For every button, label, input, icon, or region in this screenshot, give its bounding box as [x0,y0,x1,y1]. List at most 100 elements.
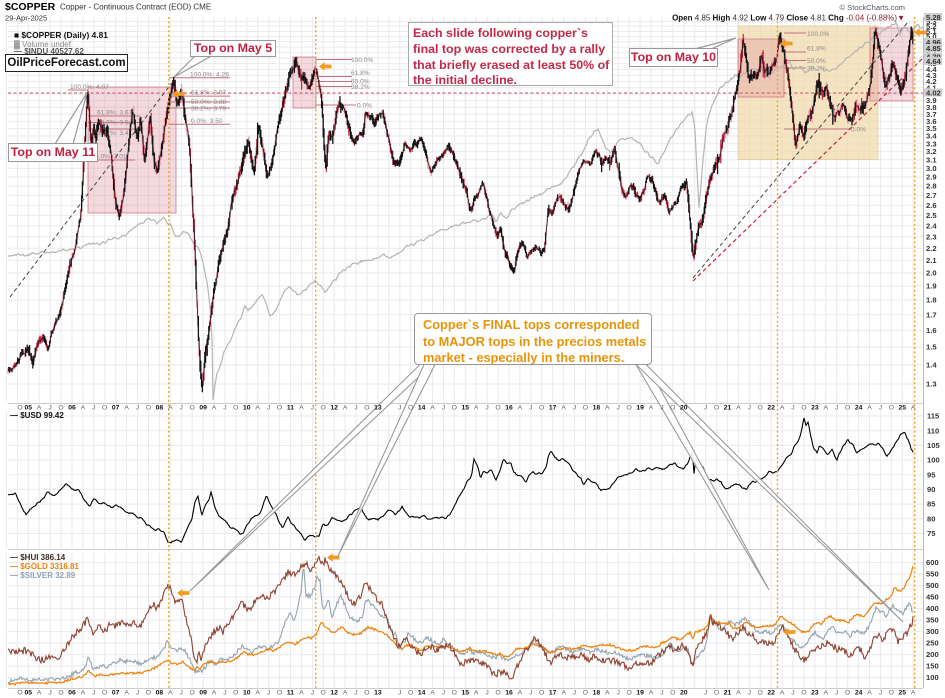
svg-text:4.02: 4.02 [926,89,941,98]
svg-text:300: 300 [926,627,939,636]
svg-text:A: A [212,405,217,412]
svg-text:O: O [845,405,850,412]
svg-text:O: O [321,690,326,697]
svg-text:38.2%: 38.2% [351,84,370,91]
svg-text:4.3: 4.3 [926,71,937,80]
svg-text:2.9: 2.9 [926,173,937,182]
svg-text:— $INDU 40527.62: — $INDU 40527.62 [14,47,84,56]
svg-text:24: 24 [855,405,863,412]
svg-text:200: 200 [926,650,939,659]
svg-text:J: J [791,690,794,697]
svg-text:11: 11 [287,690,294,697]
svg-text:100.0%: 100.0% [807,31,830,38]
svg-text:23: 23 [811,690,819,697]
svg-text:17: 17 [549,405,557,412]
svg-text:22: 22 [767,405,775,412]
svg-text:18: 18 [593,405,601,412]
svg-text:08: 08 [156,405,164,412]
svg-text:0.0%: 0.0% [851,127,866,134]
svg-text:J: J [748,405,751,412]
svg-text:5.2: 5.2 [926,22,937,31]
svg-text:© StockCharts.com: © StockCharts.com [839,3,905,12]
svg-text:O: O [758,405,763,412]
svg-text:O: O [146,690,151,697]
svg-text:50.0%: 3.54: 50.0%: 3.54 [97,120,133,127]
svg-text:07: 07 [112,690,120,697]
svg-text:75: 75 [927,529,936,538]
svg-text:A: A [212,690,217,697]
svg-text:O: O [626,405,631,412]
svg-text:50.0%: 50.0% [807,58,826,65]
svg-text:J: J [879,405,882,412]
svg-text:06: 06 [68,690,76,697]
svg-text:05: 05 [25,690,33,697]
svg-text:A: A [81,405,86,412]
svg-text:20: 20 [680,405,688,412]
svg-text:J: J [92,405,95,412]
svg-text:O: O [889,690,894,697]
svg-text:07: 07 [112,405,120,412]
svg-text:J: J [616,405,619,412]
svg-text:A: A [780,690,785,697]
svg-text:3.0: 3.0 [926,164,937,173]
svg-text:O: O [670,690,675,697]
svg-text:A: A [124,405,129,412]
svg-text:19: 19 [636,405,644,412]
svg-text:61.8%: 3.67: 61.8%: 3.67 [97,110,133,117]
svg-text:$COPPER: $COPPER [5,1,56,13]
svg-text:50.0%: 50.0% [351,79,370,86]
svg-text:3.1: 3.1 [926,155,937,164]
svg-text:A: A [736,690,741,697]
svg-text:100.0%: 4.26: 100.0%: 4.26 [190,71,229,78]
svg-text:2.7: 2.7 [926,191,937,200]
svg-text:2.8: 2.8 [926,182,937,191]
svg-text:O: O [102,405,107,412]
svg-text:A: A [37,690,42,697]
svg-text:— $SILVER 32.89: — $SILVER 32.89 [10,571,76,580]
svg-text:J: J [267,405,270,412]
svg-text:O: O [452,405,457,412]
svg-text:1.7: 1.7 [926,310,937,319]
svg-text:4.1: 4.1 [926,83,937,92]
svg-text:J: J [485,690,488,697]
svg-text:O: O [17,690,22,697]
svg-text:A: A [343,405,348,412]
svg-text:O: O [146,405,151,412]
svg-text:18: 18 [593,690,601,697]
svg-text:38.2%: 3.41: 38.2%: 3.41 [97,130,133,137]
svg-text:13: 13 [374,405,382,412]
svg-text:38.2%: 3.79: 38.2%: 3.79 [191,106,227,113]
svg-text:— $HUI 386.14: — $HUI 386.14 [10,553,66,562]
svg-text:A: A [649,690,654,697]
svg-text:J: J [179,690,182,697]
svg-text:2.5: 2.5 [926,211,937,220]
svg-text:29-Apr-2025: 29-Apr-2025 [5,14,47,23]
svg-text:3.9: 3.9 [926,96,937,105]
svg-text:J: J [267,690,270,697]
svg-text:J: J [660,405,663,412]
svg-text:J: J [179,405,182,412]
svg-text:J: J [748,690,751,697]
svg-text:J: J [354,405,357,412]
svg-text:4.96: 4.96 [926,38,941,47]
svg-text:O: O [539,405,544,412]
svg-text:110: 110 [927,426,939,435]
svg-text:400: 400 [926,604,939,613]
svg-text:3.8: 3.8 [926,103,937,112]
svg-text:3.4: 3.4 [926,132,937,141]
svg-text:A: A [911,405,916,412]
svg-text:105: 105 [927,441,940,450]
svg-text:A: A [124,690,129,697]
svg-text:O: O [277,690,282,697]
svg-text:12: 12 [330,690,338,697]
svg-text:O: O [277,405,282,412]
svg-text:10: 10 [243,690,251,697]
svg-text:O: O [714,405,719,412]
svg-text:A: A [561,690,566,697]
svg-text:2.0: 2.0 [926,268,937,277]
svg-text:08: 08 [156,690,164,697]
svg-text:J: J [660,690,663,697]
svg-text:O: O [408,690,413,697]
svg-text:A: A [649,405,654,412]
svg-text:O: O [889,405,894,412]
